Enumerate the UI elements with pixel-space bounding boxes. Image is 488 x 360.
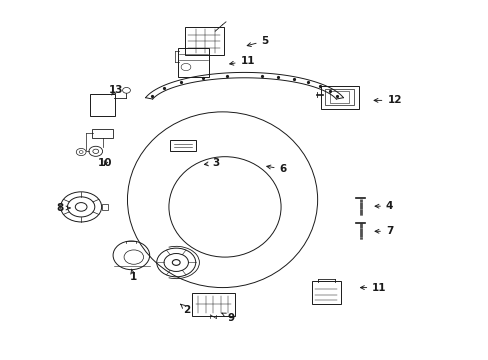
Text: 3: 3 — [204, 158, 220, 168]
Text: 5: 5 — [246, 36, 268, 46]
Text: 12: 12 — [373, 95, 401, 105]
Text: 8: 8 — [57, 203, 70, 213]
Text: 11: 11 — [229, 56, 255, 66]
Text: 4: 4 — [374, 201, 392, 211]
Text: 13: 13 — [109, 85, 123, 95]
Text: 2: 2 — [180, 304, 190, 315]
Text: 11: 11 — [360, 283, 386, 293]
Text: 1: 1 — [130, 269, 137, 282]
Text: 6: 6 — [266, 164, 286, 174]
Text: 9: 9 — [222, 313, 234, 323]
Text: 10: 10 — [98, 158, 113, 168]
Text: 7: 7 — [374, 226, 392, 236]
